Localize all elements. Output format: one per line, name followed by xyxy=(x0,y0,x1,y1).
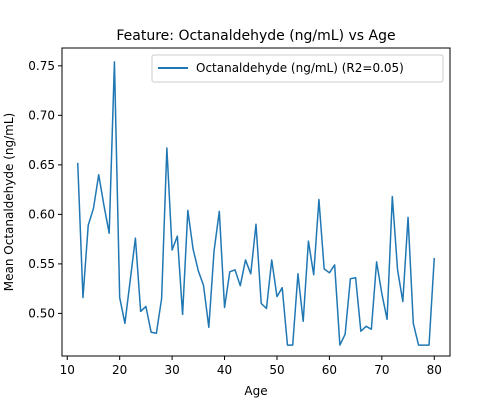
x-tick-label: 40 xyxy=(217,363,232,377)
y-axis-label: Mean Octanaldehyde (ng/mL) xyxy=(2,113,16,291)
x-axis-label: Age xyxy=(244,384,267,398)
x-tick-label: 60 xyxy=(322,363,337,377)
legend-box xyxy=(151,54,444,83)
y-tick-label: 0.60 xyxy=(28,207,55,221)
x-axis-ticks: 10 20 30 40 50 60 70 80 xyxy=(60,356,442,377)
x-tick-label: 10 xyxy=(60,363,75,377)
chart-title: Feature: Octanaldehyde (ng/mL) vs Age xyxy=(116,28,395,44)
y-axis-ticks: 0.50 0.55 0.60 0.65 0.70 0.75 xyxy=(28,59,62,320)
x-tick-label: 50 xyxy=(269,363,284,377)
x-tick-label: 70 xyxy=(374,363,389,377)
x-tick-label: 80 xyxy=(427,363,442,377)
y-tick-label: 0.70 xyxy=(28,108,55,122)
y-tick-label: 0.55 xyxy=(28,257,55,271)
y-tick-label: 0.50 xyxy=(28,306,55,320)
legend-entry-label: Octanaldehyde (ng/mL) (R2=0.05) xyxy=(196,61,404,75)
y-tick-label: 0.65 xyxy=(28,158,55,172)
series-line-0 xyxy=(76,61,436,346)
legend: Octanaldehyde (ng/mL) (R2=0.05) xyxy=(151,54,444,83)
series-group xyxy=(76,61,436,346)
x-tick-label: 30 xyxy=(164,363,179,377)
plot-frame xyxy=(61,47,451,357)
y-tick-label: 0.75 xyxy=(28,59,55,73)
x-tick-label: 20 xyxy=(112,363,127,377)
